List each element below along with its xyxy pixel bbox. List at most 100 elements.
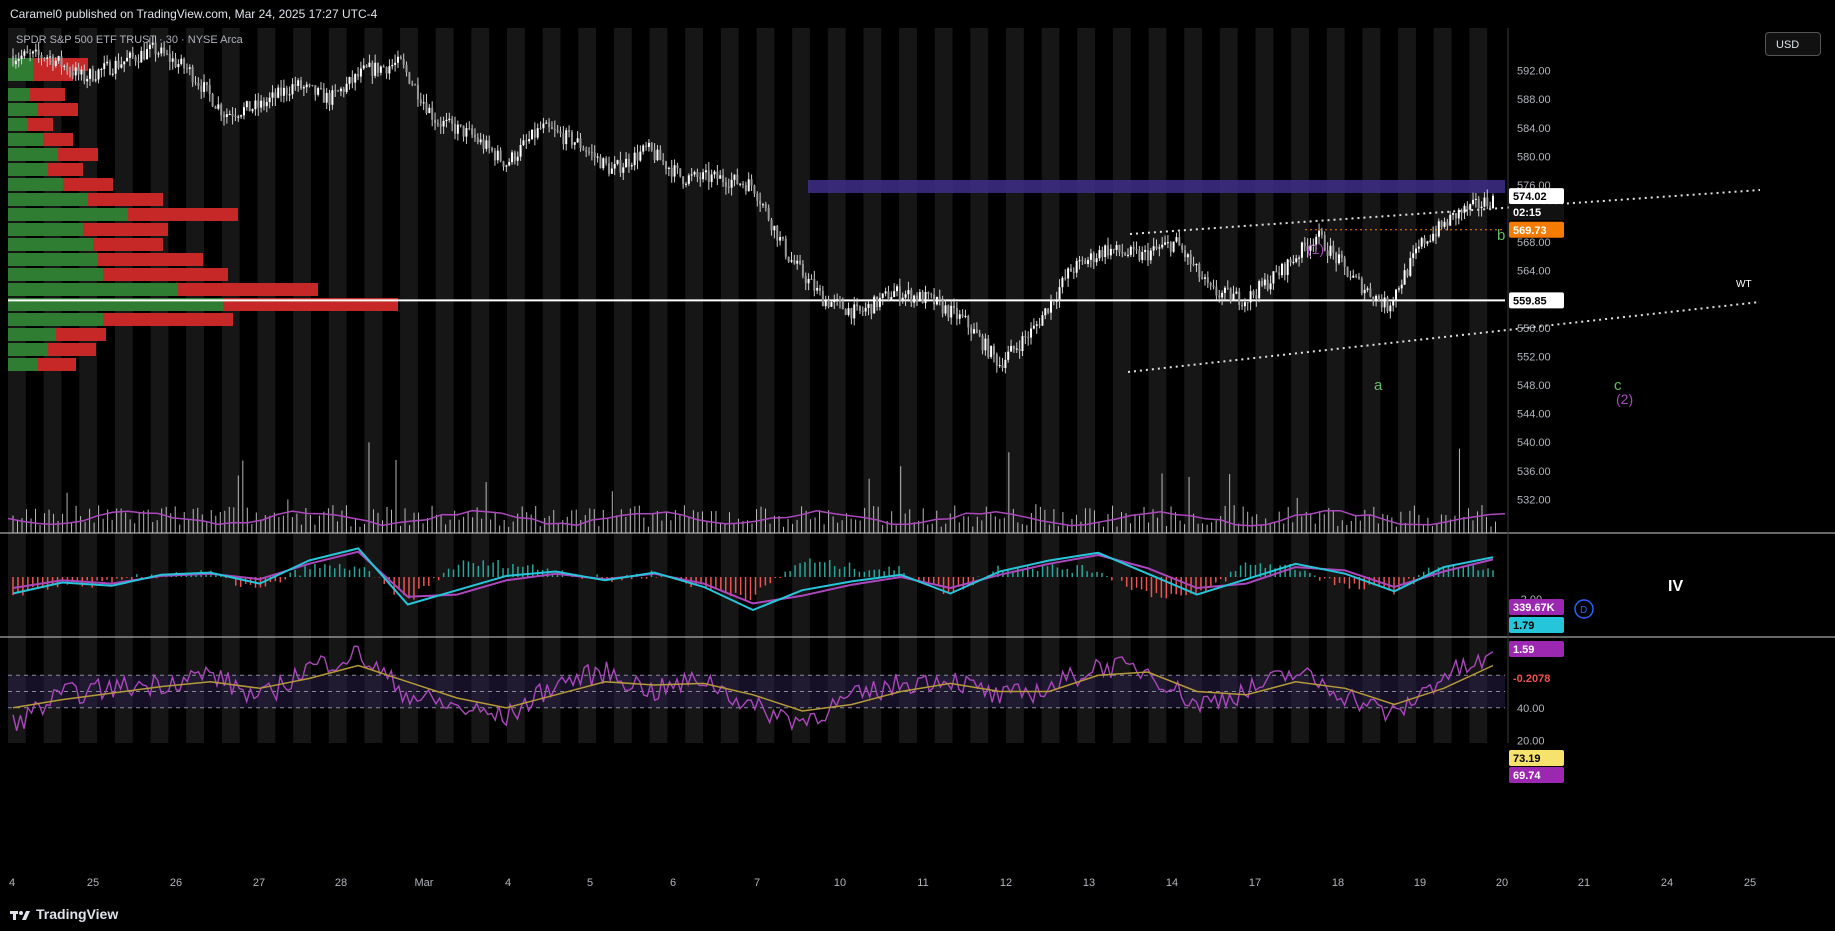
candle-body xyxy=(476,137,479,143)
candle-body xyxy=(642,145,645,152)
candle-body xyxy=(850,308,853,319)
candle-body xyxy=(1332,245,1335,253)
candle-body xyxy=(878,297,881,307)
candle-body xyxy=(693,172,696,175)
candle-body xyxy=(97,69,100,80)
candle-body xyxy=(964,315,967,317)
candle-body xyxy=(1198,264,1201,278)
candle-body xyxy=(975,329,978,334)
candle-body xyxy=(1397,288,1400,290)
candle-body xyxy=(1292,261,1295,263)
candle-body xyxy=(254,100,257,110)
candle-body xyxy=(399,56,402,60)
candle-body xyxy=(710,174,713,182)
candle-body xyxy=(228,114,231,116)
candle-body xyxy=(539,128,542,130)
candle-body xyxy=(967,315,970,328)
candle-body xyxy=(1189,254,1192,264)
candle-body xyxy=(1146,250,1149,261)
candle-body xyxy=(17,58,20,61)
candle-body xyxy=(12,56,14,65)
candle-body xyxy=(636,152,639,161)
candle-body xyxy=(1375,295,1378,302)
candle-body xyxy=(1238,291,1241,306)
candle-body xyxy=(237,116,240,118)
candle-body xyxy=(1030,328,1033,338)
candle-body xyxy=(576,138,579,143)
candle-body xyxy=(1312,244,1315,246)
candle-body xyxy=(203,82,206,92)
candle-body xyxy=(1263,279,1266,286)
candle-body xyxy=(291,84,294,95)
candle-body xyxy=(83,69,86,82)
candle-body xyxy=(462,125,465,137)
candle-body xyxy=(419,99,422,104)
candle-body xyxy=(1486,197,1489,206)
candle-body xyxy=(1001,365,1004,368)
candle-body xyxy=(57,56,60,61)
volume-profile-sell xyxy=(38,103,78,116)
candle-body xyxy=(485,140,488,149)
candle-body xyxy=(277,87,280,98)
volume-profile-sell xyxy=(128,208,238,221)
candle-body xyxy=(722,175,725,183)
candle-body xyxy=(416,84,419,100)
volume-profile-buy xyxy=(8,208,128,221)
candle-body xyxy=(1166,242,1169,244)
price-tick-label: 568.00 xyxy=(1517,237,1551,249)
candle-body xyxy=(1223,287,1226,293)
price-tick-label: 540.00 xyxy=(1517,437,1551,449)
price-tick-label: 552.00 xyxy=(1517,351,1551,363)
volume-profile-sell xyxy=(56,328,106,341)
candle-body xyxy=(987,338,990,358)
candle-body xyxy=(1084,260,1087,264)
candle-body xyxy=(94,79,97,81)
candle-body xyxy=(1423,238,1426,244)
currency-button[interactable]: USD xyxy=(1765,32,1821,56)
time-tick-label: 27 xyxy=(253,877,265,889)
volume-profile-buy xyxy=(8,68,33,81)
session-shade xyxy=(186,28,205,743)
tradingview-logo[interactable]: TradingView xyxy=(10,906,118,922)
rsi-value-label: 69.74 xyxy=(1513,770,1541,782)
candle-body xyxy=(704,170,707,173)
candle-body xyxy=(679,168,682,177)
candle-body xyxy=(559,131,562,134)
candle-body xyxy=(1067,268,1070,279)
session-shade xyxy=(1041,28,1060,743)
candle-body xyxy=(970,327,973,334)
candle-body xyxy=(66,65,69,72)
candle-body xyxy=(1218,295,1221,298)
candle-body xyxy=(1429,240,1432,242)
candle-body xyxy=(1278,272,1281,276)
candle-body xyxy=(659,149,662,161)
candle-body xyxy=(69,71,72,73)
candle-body xyxy=(388,66,391,74)
wave-label: a xyxy=(1374,377,1383,394)
candle-body xyxy=(257,100,260,108)
time-tick-label: 11 xyxy=(917,877,928,889)
session-shade xyxy=(1219,28,1238,743)
candle-body xyxy=(297,80,300,86)
candle-body xyxy=(325,92,328,103)
trading-chart[interactable]: 592.00588.00584.00580.00576.00572.00568.… xyxy=(0,28,1835,900)
candle-body xyxy=(1380,300,1383,308)
candle-body xyxy=(944,305,947,314)
candle-body xyxy=(528,139,531,142)
candle-body xyxy=(682,176,685,185)
candle-body xyxy=(262,100,265,107)
session-shade xyxy=(827,28,846,743)
candle-body xyxy=(345,83,348,93)
candle-body xyxy=(1209,282,1212,286)
candle-body xyxy=(530,129,533,140)
rsi-ma-value-label-bg xyxy=(1509,750,1564,766)
candle-body xyxy=(973,329,976,334)
session-shade xyxy=(970,28,989,743)
candle-body xyxy=(342,88,345,93)
candle-body xyxy=(348,77,351,84)
candle-body xyxy=(1372,296,1375,302)
candle-body xyxy=(260,100,263,108)
candle-body xyxy=(288,94,291,96)
session-shade xyxy=(150,28,169,743)
candle-body xyxy=(585,150,588,152)
